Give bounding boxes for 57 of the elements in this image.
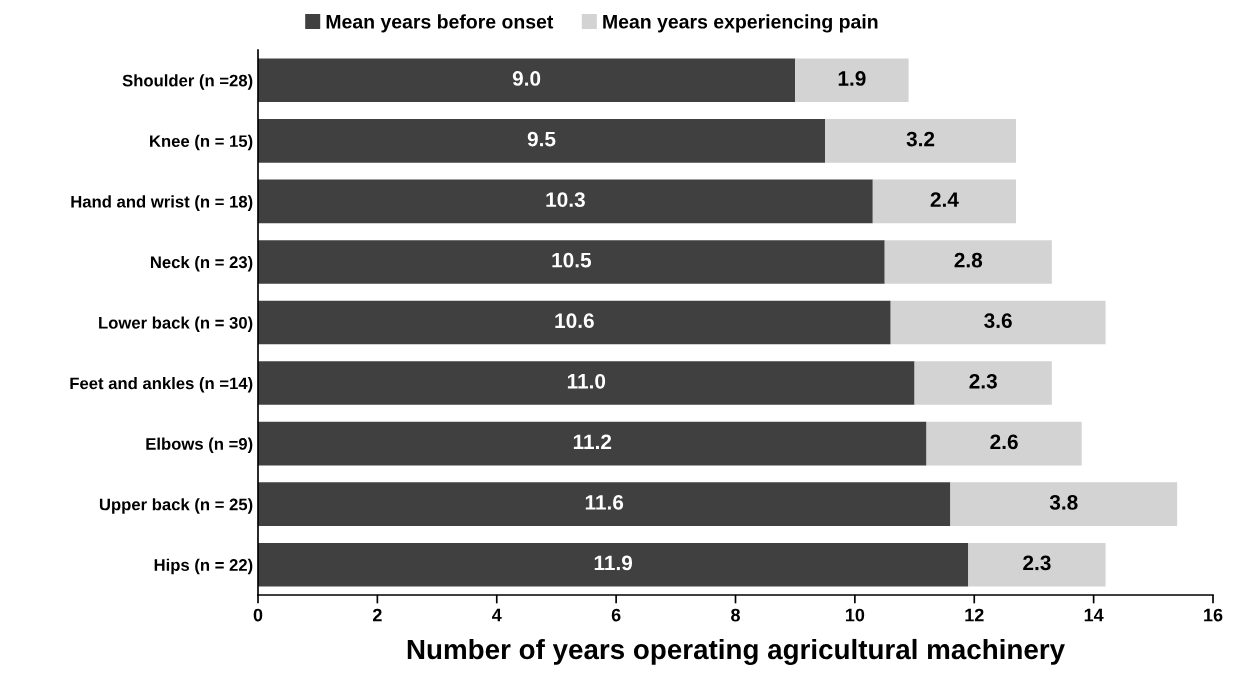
y-tick-label: Hand and wrist (n = 18): [71, 195, 253, 211]
y-tick-label: Elbows (n =9): [146, 437, 253, 454]
data-label: 2.3: [969, 373, 997, 389]
x-tick-label: 2: [372, 608, 382, 622]
bar: [258, 542, 969, 587]
x-tick-label: 0: [253, 608, 263, 622]
bar: [258, 482, 951, 526]
data-label: 10.6: [555, 313, 594, 329]
bar: [884, 240, 1052, 284]
bar: [258, 119, 826, 163]
data-label: 11.9: [594, 555, 633, 571]
bar: [258, 240, 885, 284]
data-label: 1.9: [838, 71, 866, 86]
y-tick-label: Upper back (n = 25): [99, 498, 253, 514]
y-tick-label: Lower back (n = 30): [99, 316, 253, 332]
data-label: 11.0: [567, 373, 606, 389]
y-tick-label: Feet and ankles (n =14): [70, 377, 253, 393]
data-label: 11.2: [573, 434, 612, 449]
data-label: 2.3: [1023, 555, 1051, 571]
x-tick-label: 14: [1084, 608, 1104, 622]
bar: [968, 542, 1106, 587]
x-tick-label: 6: [611, 608, 621, 622]
data-label: 2.6: [990, 434, 1018, 450]
legend-label: Mean years before onset: [326, 14, 554, 33]
data-label: 2.4: [930, 192, 959, 207]
x-tick-label: 10: [845, 608, 865, 622]
y-tick-label: Neck (n = 23): [150, 255, 253, 272]
data-label: 3.2: [906, 131, 935, 147]
data-label: 10.3: [546, 192, 585, 208]
bar: [926, 421, 1082, 466]
x-tick-label: 8: [731, 608, 740, 622]
data-label: 11.6: [585, 495, 624, 510]
x-tick-label: 12: [965, 608, 984, 622]
bar: [914, 361, 1052, 405]
bar: [258, 421, 927, 466]
data-label: 9.0: [512, 71, 541, 86]
y-tick-label: Hips (n = 22): [154, 558, 253, 575]
bar: [872, 179, 1017, 224]
bar: [258, 361, 915, 405]
y-tick-label: Knee (n = 15): [150, 134, 253, 151]
data-label: 3.8: [1049, 495, 1078, 510]
bar: [258, 179, 873, 224]
x-tick-label: 16: [1204, 608, 1223, 622]
y-tick-label: Shoulder (n =28): [122, 74, 253, 90]
bar: [890, 300, 1106, 345]
x-tick-label: 4: [492, 608, 502, 622]
bar: [258, 58, 796, 103]
data-label: 2.8: [954, 252, 983, 268]
bar: [795, 58, 909, 103]
data-label: 10.5: [552, 252, 592, 268]
bar: [950, 482, 1178, 526]
data-label: 3.6: [984, 313, 1012, 329]
legend-label: Mean years experiencing pain: [603, 14, 878, 33]
x-axis-title: Number of years operating agricultural machinery: [407, 638, 1065, 665]
data-label: 9.5: [527, 131, 556, 147]
bar: [825, 119, 1017, 163]
bar: [258, 300, 891, 345]
